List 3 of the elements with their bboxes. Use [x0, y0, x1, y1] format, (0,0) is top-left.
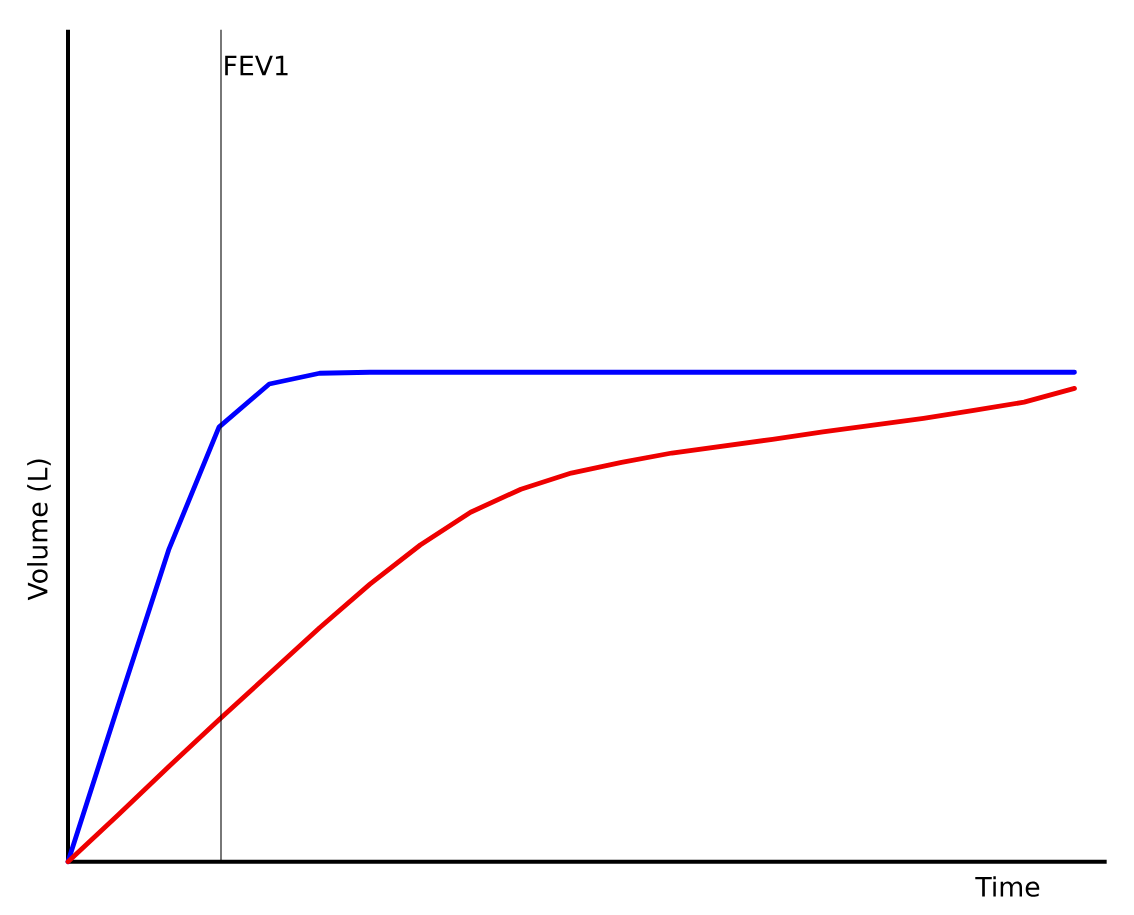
y-axis-title: Volume (L): [27, 459, 51, 601]
text: FEV1: [225, 55, 288, 76]
x-axis-title: Time: [975, 876, 1040, 897]
